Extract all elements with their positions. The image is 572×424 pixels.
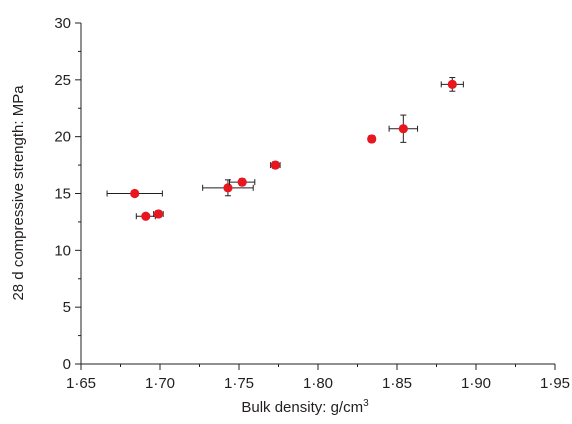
y-tick-label: 20 xyxy=(54,129,71,146)
point-marker xyxy=(447,79,457,89)
y-tick-label: 25 xyxy=(54,72,71,89)
point-marker xyxy=(141,211,151,221)
data-point xyxy=(388,114,419,143)
point-marker xyxy=(223,183,233,193)
data-point xyxy=(106,188,163,199)
point-marker xyxy=(398,124,408,134)
y-tick-label: 5 xyxy=(63,299,71,316)
data-point xyxy=(229,177,256,187)
data-points xyxy=(106,77,464,221)
x-tick-label: 1·75 xyxy=(224,375,254,392)
x-tick-label: 1·65 xyxy=(66,375,96,392)
point-marker xyxy=(153,209,164,219)
point-marker xyxy=(270,160,280,170)
data-point xyxy=(440,77,464,92)
x-tick-label: 1·70 xyxy=(145,375,175,392)
point-marker xyxy=(367,134,377,144)
y-axis-label: 28 d compressive strength: MPa xyxy=(10,85,27,301)
point-marker xyxy=(130,188,140,199)
y-tick-label: 30 xyxy=(54,15,71,32)
x-tick-label: 1·95 xyxy=(540,375,570,392)
x-axis-ticks: 1·65 1·70 1·75 1·80 1·85 1·90 1·95 xyxy=(66,364,570,392)
y-axis-ticks: 0 5 10 15 20 25 30 xyxy=(54,15,81,373)
y-tick-label: 15 xyxy=(54,186,71,203)
data-point xyxy=(135,211,156,221)
x-axis-label: Bulk density: g/cm3 xyxy=(241,398,369,416)
x-tick-label: 1·90 xyxy=(461,375,491,392)
y-tick-label: 0 xyxy=(63,356,71,373)
x-tick-label: 1·85 xyxy=(382,375,412,392)
y-tick-label: 10 xyxy=(54,242,71,259)
data-point xyxy=(153,209,164,219)
data-point xyxy=(367,134,377,144)
point-marker xyxy=(237,177,247,187)
data-point xyxy=(270,160,281,170)
x-tick-label: 1·80 xyxy=(303,375,333,392)
